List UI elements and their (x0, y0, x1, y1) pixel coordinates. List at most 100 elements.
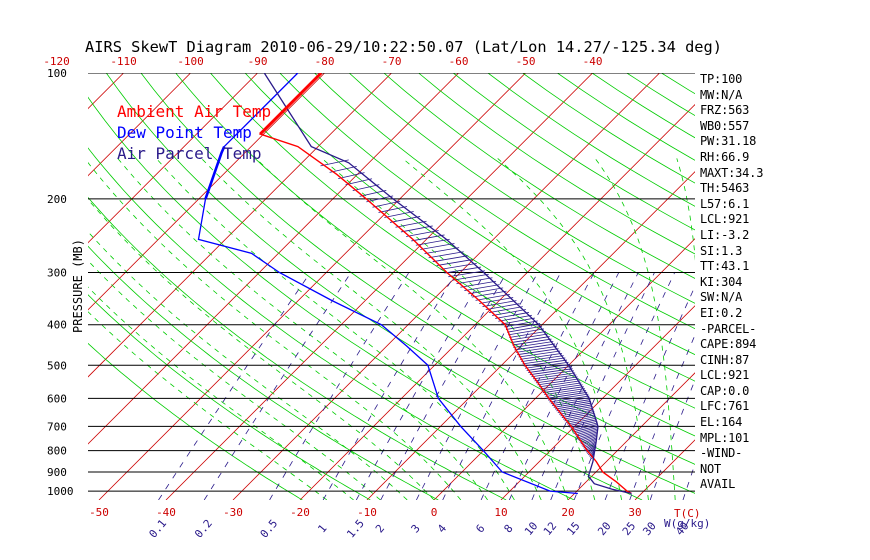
mixing-ratio-line (604, 285, 695, 500)
cape-hatch-line (568, 419, 597, 427)
cape-hatch-line (512, 338, 552, 346)
cape-hatch-line (531, 370, 574, 378)
cape-hatch-line (400, 225, 433, 233)
mixing-ratio-tick-label: 8 (502, 522, 516, 535)
cape-hatch-line (537, 378, 579, 386)
stat-wb0: WB0:557 (700, 118, 750, 133)
cape-hatch-line (511, 336, 550, 343)
pressure-tick-label: 600 (47, 392, 67, 405)
mixing-ratio-line (442, 272, 562, 500)
cape-hatch-line (529, 368, 573, 376)
chart-title: AIRS SkewT Diagram 2010-06-29/10:22:50.0… (85, 38, 722, 56)
top-temp-tick-label: -70 (382, 55, 402, 68)
cape-hatch-line (574, 428, 598, 436)
cape-hatch-line (524, 361, 569, 369)
dry-adiabat-line (88, 294, 371, 500)
stat-cinh: CINH:87 (700, 352, 750, 367)
cape-hatch-line (513, 341, 554, 348)
stat-mw: MW:N/A (700, 87, 743, 102)
cape-hatch-line (505, 323, 541, 330)
mixing-ratio-tick-label: 20 (595, 519, 613, 538)
dry-adiabat-line (244, 73, 695, 382)
cape-hatch-line (372, 200, 401, 208)
mixing-ratio-line (322, 272, 457, 500)
cape-hatch-line (518, 350, 561, 358)
cape-hatch-line (548, 393, 589, 401)
cape-hatch-line (554, 402, 592, 410)
isotherm-line (0, 73, 57, 500)
dry-adiabat-line (418, 73, 695, 255)
mixing-ratio-line (480, 272, 595, 500)
mixing-ratio-tick-label: 15 (564, 519, 582, 538)
mixing-ratio-tick-label: 1 (315, 522, 329, 535)
cape-hatch-line (504, 320, 538, 328)
cape-hatch-line (521, 355, 564, 363)
moist-adiabat-line (321, 158, 596, 500)
cape-hatch-line (546, 391, 588, 399)
mixing-ratio-tick-label: 4 (435, 522, 449, 536)
cape-hatch-line (509, 331, 546, 338)
cape-hatch-line (561, 411, 595, 418)
moist-adiabat-line (155, 158, 515, 500)
mixing-ratio-tick-label: 10 (522, 519, 540, 538)
stat-cap: CAP:0.0 (700, 383, 750, 398)
mixing-ratio-tick-label: 6 (473, 522, 487, 535)
cape-hatch-line (544, 388, 585, 395)
cape-hatch-line (564, 414, 596, 422)
mixing-ratio-tick-label: 0.2 (192, 517, 215, 541)
cape-hatch-line (406, 230, 439, 237)
x-axis-label: T(C) (674, 507, 701, 520)
legend-dew-point-temp: Dew Point Temp (117, 123, 252, 142)
pressure-tick-label: 300 (47, 267, 67, 280)
isotherm-line (88, 73, 191, 177)
cape-hatch-line (482, 300, 517, 307)
cape-hatch-line (590, 451, 595, 458)
cape-hatch-line (573, 427, 598, 434)
dry-adiabat-line (105, 73, 695, 494)
stat-cape: CAPE:894 (700, 337, 757, 352)
stat-l57: L57:6.1 (700, 196, 750, 211)
dry-adiabat-line (314, 73, 695, 330)
top-temp-tick-label: -100 (177, 55, 204, 68)
cape-hatch-line (359, 189, 387, 197)
cape-hatch-line (571, 424, 598, 431)
cape-hatch-line (415, 238, 450, 246)
cape-hatch-line (488, 306, 523, 313)
cape-hatch-line (577, 433, 597, 440)
isotherm-line (299, 104, 695, 500)
isotherm-line (88, 73, 392, 378)
bottom-temp-tick-label: 30 (628, 506, 641, 519)
mixing-ratio-line (158, 272, 311, 500)
bottom-temp-tick-label: 20 (561, 506, 574, 519)
cape-hatch-line (569, 420, 598, 428)
dew-point-temp-upper-segment (204, 146, 226, 200)
mixing-ratio-line (203, 272, 352, 500)
bottom-temp-tick-label: -10 (357, 506, 377, 519)
cape-hatch-line (515, 345, 557, 353)
isotherm-line (567, 372, 695, 500)
cape-hatch-line (479, 297, 514, 304)
cape-hatch-line (542, 386, 584, 394)
isotherm-line (88, 73, 459, 445)
cape-hatch-line (508, 328, 545, 336)
pressure-tick-label: 500 (47, 359, 67, 372)
cape-hatch-line (366, 195, 394, 203)
bottom-temp-tick-label: -30 (223, 506, 243, 519)
cape-hatch-line (559, 407, 594, 415)
isotherm-line (98, 73, 526, 500)
mixing-ratio-line (269, 272, 410, 500)
moist-adiabat-line (676, 158, 695, 262)
cape-hatch-line (468, 287, 504, 295)
moist-adiabat-line (201, 158, 542, 500)
cape-hatch-line (549, 395, 590, 403)
stat-wind-header: -WIND- (700, 446, 743, 461)
bottom-temp-tick-label: -50 (89, 506, 109, 519)
cape-hatch-line (395, 220, 427, 228)
cape-hatch-line (576, 431, 598, 439)
ambient-air-temp-line (258, 73, 632, 495)
pressure-tick-label: 100 (47, 67, 67, 80)
isotherm-line (165, 73, 593, 500)
cape-hatch-line (523, 359, 568, 367)
cape-hatch-line (498, 314, 532, 322)
top-temp-tick-label: -110 (110, 55, 137, 68)
